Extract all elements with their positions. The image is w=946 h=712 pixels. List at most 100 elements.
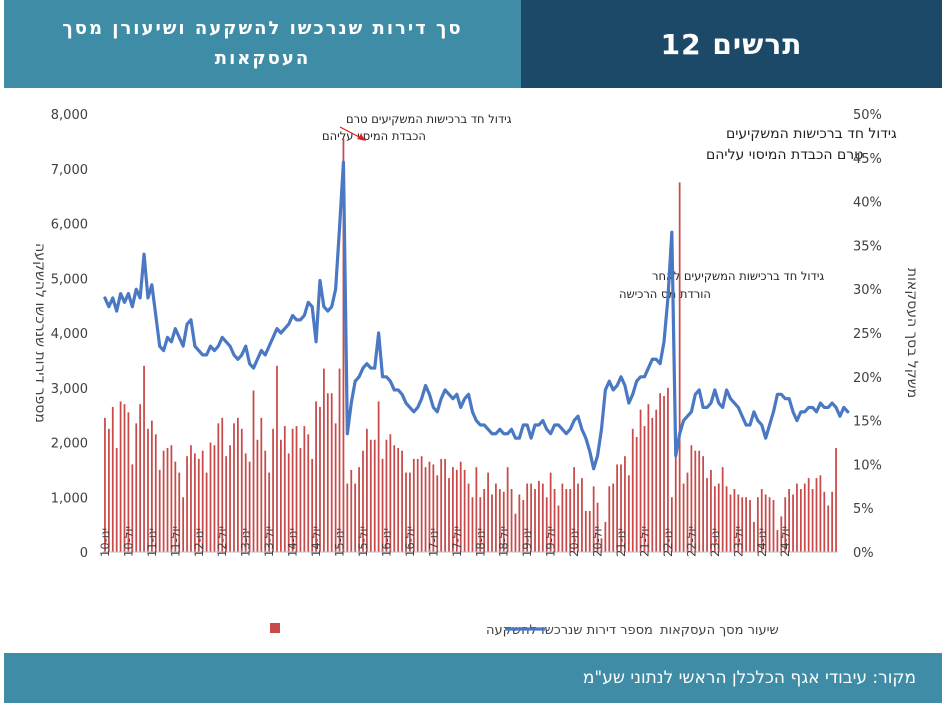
bar [385, 439, 388, 552]
bar [690, 445, 693, 552]
bar [741, 497, 744, 552]
x-tick-label: ינו-22 [661, 528, 675, 557]
legend-bar-label: מספר דירות שנרכשו להשקעה [486, 623, 653, 638]
bar [150, 420, 153, 552]
x-tick-label: יול-11 [168, 526, 182, 557]
bar [287, 453, 290, 552]
bar [221, 417, 224, 552]
bar [518, 494, 521, 552]
bar [651, 417, 654, 552]
bar [655, 409, 658, 552]
bar [362, 450, 364, 552]
bar [135, 423, 138, 552]
bar [483, 489, 486, 552]
x-tick-label: יול-12 [215, 526, 229, 557]
right-tick-label: 5% [853, 502, 874, 517]
bar [295, 426, 298, 552]
x-tick-label: יול-13 [262, 526, 276, 557]
bar [514, 513, 517, 552]
right-tick-label: 20% [853, 371, 882, 386]
bar [670, 497, 673, 552]
bar [577, 483, 579, 552]
bar [831, 491, 834, 552]
bar [272, 428, 274, 552]
x-tick-label: ינו-11 [145, 528, 159, 557]
bar [252, 390, 255, 552]
bar [635, 437, 638, 552]
bar [815, 478, 818, 552]
line-series [103, 160, 850, 471]
bar [616, 464, 618, 552]
source-footer: מקור: עיבודי אגף הכלכלן הראשי לנתוני שע"… [4, 653, 942, 703]
annotation-2021-line2: טרם הכבדת המיסוי עליהם [706, 147, 863, 163]
bar [745, 497, 748, 552]
x-tick-label: ינו-20 [567, 528, 581, 557]
bar [819, 475, 822, 552]
bars-series [104, 138, 837, 552]
bar [186, 456, 188, 552]
bar [776, 530, 779, 552]
bar [264, 450, 267, 552]
bar [225, 456, 228, 552]
bar [127, 412, 130, 552]
bar [303, 426, 306, 552]
bar [182, 497, 185, 552]
bar [498, 489, 501, 552]
chart-title-line1: סך דירות שנרכשו להשקעה ושיעורן מסך [62, 18, 463, 39]
bar [358, 467, 360, 552]
bar [737, 494, 740, 552]
bar [315, 401, 317, 552]
right-tick-label: 0% [853, 546, 874, 561]
bar [581, 478, 583, 552]
bar [807, 478, 810, 552]
bar [631, 428, 634, 552]
bar [663, 395, 665, 552]
bar [416, 458, 419, 552]
bar [545, 497, 548, 552]
bar [799, 489, 802, 552]
x-tick-label: ינו-23 [708, 528, 722, 557]
bar [268, 472, 271, 552]
bar [452, 467, 454, 552]
bar [323, 368, 325, 552]
bar [784, 497, 787, 552]
bar [280, 439, 282, 552]
bar [764, 494, 767, 552]
bar [600, 538, 603, 552]
chart-title-panel: סך דירות שנרכשו להשקעה ושיעורן מסך העסקא… [4, 0, 521, 88]
bar [534, 489, 536, 552]
bar [756, 497, 759, 552]
bar [276, 365, 278, 552]
bar [565, 489, 568, 552]
bar [557, 505, 560, 552]
bar [702, 456, 704, 552]
bar [158, 469, 161, 552]
bar [561, 483, 564, 552]
right-tick-label: 15% [853, 415, 882, 430]
bar [319, 406, 321, 552]
bar [526, 483, 529, 552]
bar [143, 365, 145, 552]
bar [248, 461, 251, 552]
bar [706, 478, 708, 552]
right-tick-label: 40% [853, 196, 882, 211]
bar [147, 428, 149, 552]
bar [823, 491, 826, 552]
bar [678, 182, 681, 552]
bar [674, 442, 677, 552]
bar [334, 423, 337, 552]
bar [538, 480, 540, 552]
annotation-2016-line2: הורדת מס הרכישה [619, 287, 711, 301]
bar [495, 483, 497, 552]
bar [479, 497, 482, 552]
bar [119, 401, 122, 552]
bar [639, 409, 642, 552]
bar [455, 469, 458, 552]
bar [643, 426, 646, 552]
bar [487, 472, 489, 552]
annotation-2015-line2: הכבדת המיסוי עליהם [322, 129, 426, 143]
bar [233, 423, 235, 552]
bar [459, 461, 462, 552]
x-tick-label: ינו-10 [98, 528, 112, 557]
bar [792, 494, 794, 552]
